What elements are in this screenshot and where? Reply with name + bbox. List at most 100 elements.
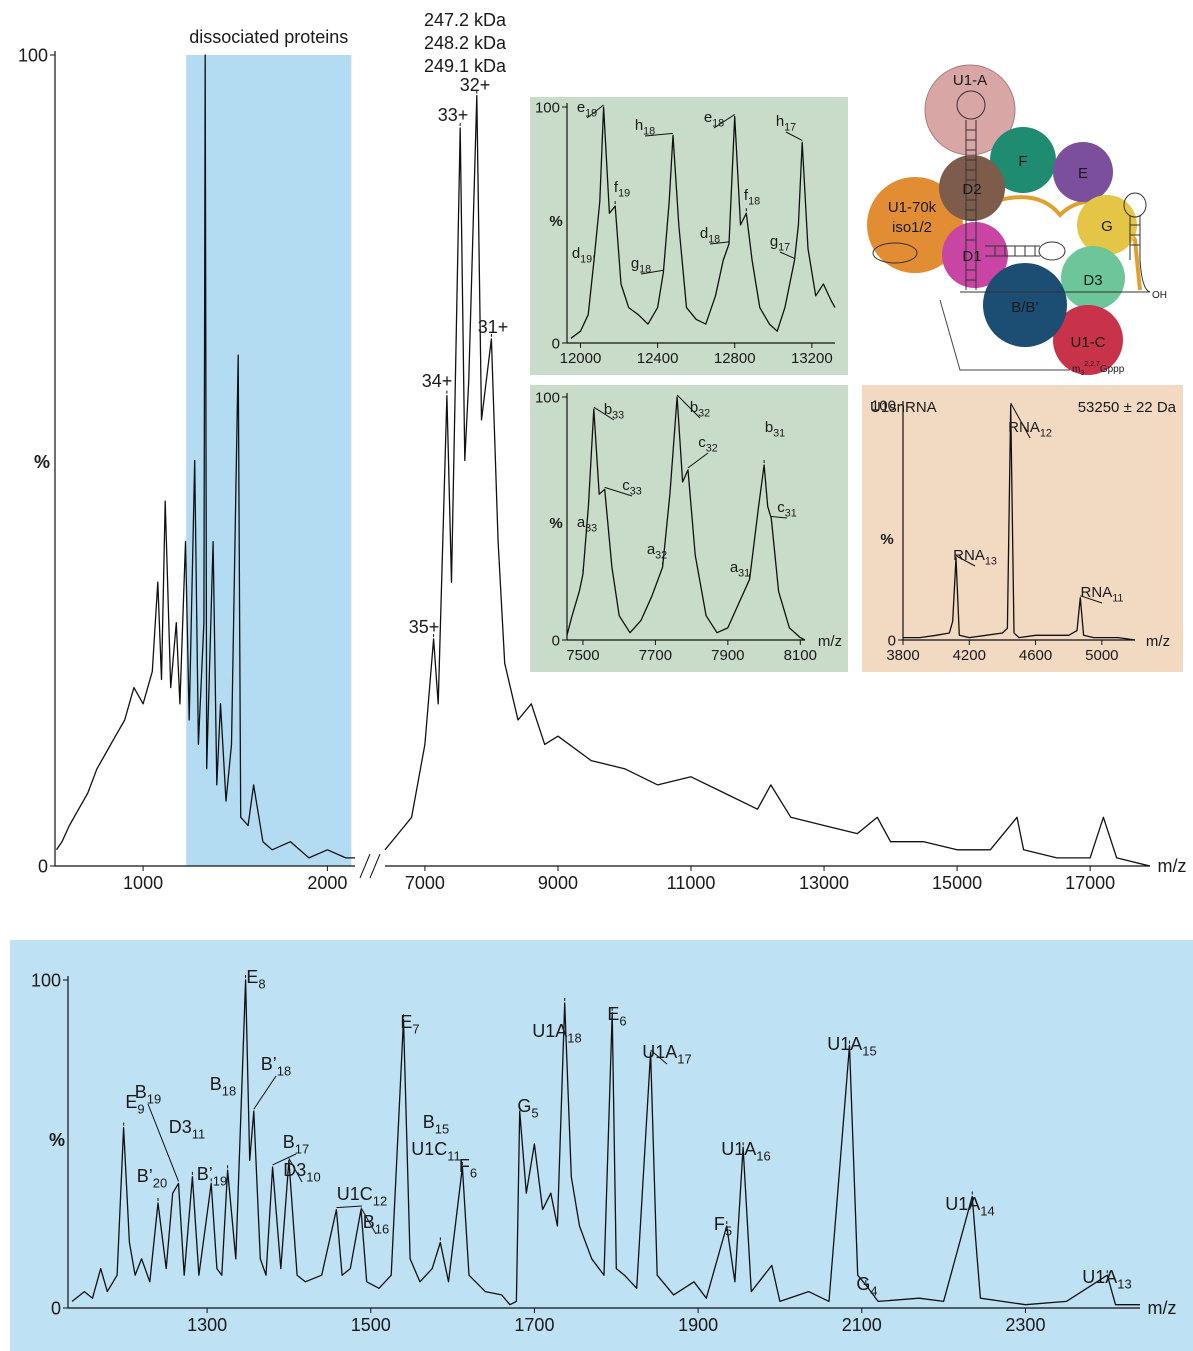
label-text: h (776, 113, 784, 130)
peak-leader (771, 516, 788, 519)
x-axis-label: m/z (1158, 856, 1187, 876)
label-text: 34+ (422, 371, 453, 391)
peak-leader (644, 132, 674, 137)
peak-label: U1A16 (721, 1139, 770, 1163)
y-axis-label: % (49, 1130, 65, 1150)
label-subscript: 32 (706, 443, 718, 455)
node-bb (983, 263, 1067, 347)
peak-leader (253, 1075, 277, 1110)
x-tick-label: 13200 (791, 350, 833, 367)
inset-c-bg (862, 385, 1183, 672)
label-subscript: 18 (222, 1083, 236, 1098)
label-subscript: 11 (1112, 593, 1123, 605)
x-tick-label: 12400 (637, 350, 679, 367)
label-text: B’ (261, 1054, 277, 1074)
label-subscript: 33 (630, 486, 642, 498)
spectrum-trace (570, 106, 836, 339)
peak-leader (650, 1049, 668, 1065)
label-subscript: 17 (295, 1141, 309, 1156)
label-subscript: 12 (1040, 428, 1052, 440)
peak-label: B18 (210, 1074, 236, 1098)
y-tick-label: 100 (871, 397, 896, 414)
y-tick-label: 100 (535, 389, 560, 406)
peak-label: RNA13 (953, 547, 997, 568)
rna-loop-2 (1038, 241, 1066, 261)
label-text: g (770, 233, 778, 250)
x-tick-label: 1900 (678, 1315, 718, 1335)
x-tick-label: 15000 (932, 873, 982, 893)
peak-label: b32 (690, 399, 710, 420)
x-axis-label: m/z (1148, 1298, 1177, 1318)
label-text: a (730, 559, 739, 576)
label-text: a (577, 514, 586, 531)
cap-sup: 2,2,7 (1084, 361, 1100, 368)
label-text: d (700, 225, 708, 242)
x-tick-label: 17000 (1065, 873, 1115, 893)
node-u1a (924, 64, 1016, 156)
peak-label: U1A13 (1082, 1267, 1131, 1291)
label-text: D3 (169, 1117, 192, 1137)
spectrum-trace (903, 404, 1136, 641)
label-subscript: 15 (862, 1043, 876, 1058)
rna-loop (956, 90, 986, 120)
label-subscript: 18 (639, 264, 651, 276)
label-subscript: 5 (531, 1105, 538, 1120)
label-text: B’ (137, 1166, 153, 1186)
label-subscript: 9 (137, 1101, 144, 1116)
peak-label: e19 (577, 99, 597, 120)
label-subscript: 32 (655, 550, 667, 562)
peak-label: U1A18 (532, 1021, 581, 1045)
peak-label: B16 (363, 1212, 389, 1236)
label-text: b (765, 419, 773, 436)
label-subscript: 15 (435, 1121, 449, 1136)
peak-leader (1010, 402, 1031, 439)
label-subscript: 6 (470, 1165, 477, 1180)
node-u170k (867, 177, 963, 273)
label-text: D3 (283, 1160, 306, 1180)
node-u1c (1053, 305, 1123, 375)
peak-label: RNA11 (1081, 584, 1124, 605)
label-text: U1A (945, 1194, 980, 1214)
inset-b-bg (530, 385, 848, 672)
label-subscript: 13 (985, 556, 997, 568)
y-axis-label: % (880, 531, 893, 548)
x-tick-label: 8100 (784, 647, 817, 664)
label-subscript: 18 (277, 1063, 291, 1078)
label-subscript: 18 (748, 196, 760, 208)
peak-label: E9 (125, 1092, 144, 1116)
rna-stem-3 (1129, 215, 1151, 293)
label-text: B (363, 1212, 375, 1232)
peak-label: 35+ (409, 617, 440, 637)
x-tick-label: 5000 (1085, 647, 1118, 664)
x-tick-label: 11000 (667, 873, 716, 893)
peak-label: G5 (517, 1096, 538, 1120)
label-text: G (517, 1096, 531, 1116)
spectrum-trace (55, 54, 355, 859)
label-text: e (577, 99, 585, 116)
x-tick-label: 4600 (1019, 647, 1052, 664)
label-subscript: 11 (192, 1126, 205, 1141)
peak-label: B’18 (261, 1054, 291, 1078)
y-tick-label: 0 (51, 1298, 61, 1318)
label-text: U1C (411, 1139, 447, 1159)
label-text: g (631, 255, 639, 272)
label-text: RNA (1081, 584, 1113, 601)
peak-label: h17 (776, 113, 796, 134)
peak-leader (640, 269, 664, 275)
label-subscript: 5 (725, 1223, 732, 1238)
peak-label: h18 (635, 117, 655, 138)
rna-loop-4 (1123, 192, 1147, 218)
peak-label: 33+ (438, 105, 469, 125)
label-text: E (400, 1012, 412, 1032)
x-tick-label: 1700 (514, 1315, 554, 1335)
label-subscript: 31 (738, 568, 750, 580)
node-label: E (1078, 165, 1088, 182)
peak-leader (288, 1158, 303, 1183)
label-text: E (246, 967, 258, 987)
node-label: D3 (1083, 272, 1102, 289)
node-label: iso1/2 (892, 219, 932, 236)
label-text: U1A (827, 1034, 862, 1054)
label-text: E (125, 1092, 137, 1112)
peak-label: 32+ (460, 75, 491, 95)
